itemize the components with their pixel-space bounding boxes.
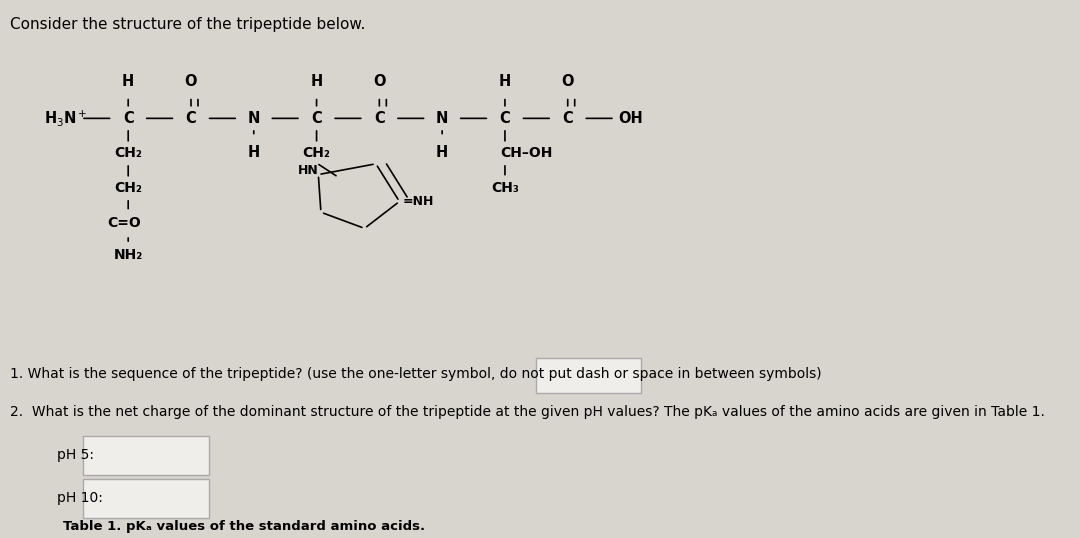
- Text: =NH: =NH: [403, 195, 434, 208]
- Text: CH₂: CH₂: [302, 146, 330, 160]
- Text: OH: OH: [618, 111, 643, 126]
- Text: H: H: [122, 74, 134, 89]
- Text: H: H: [499, 74, 511, 89]
- Text: NH₂: NH₂: [113, 247, 143, 262]
- Text: CH₂: CH₂: [114, 181, 143, 195]
- Text: CH–OH: CH–OH: [500, 146, 553, 160]
- Text: CH₃: CH₃: [491, 181, 518, 195]
- FancyBboxPatch shape: [83, 436, 210, 475]
- Text: O: O: [185, 74, 198, 89]
- Text: C: C: [374, 111, 384, 126]
- Text: O: O: [562, 74, 573, 89]
- Text: 1. What is the sequence of the tripeptide? (use the one-letter symbol, do not pu: 1. What is the sequence of the tripeptid…: [11, 367, 822, 381]
- Text: C: C: [123, 111, 134, 126]
- Text: H: H: [436, 145, 448, 160]
- Text: C: C: [563, 111, 573, 126]
- Text: N: N: [247, 111, 260, 126]
- Text: H$_3$N$^+$: H$_3$N$^+$: [44, 108, 87, 129]
- Text: HN: HN: [297, 164, 319, 177]
- Text: pH 5:: pH 5:: [56, 448, 94, 462]
- FancyBboxPatch shape: [83, 479, 210, 518]
- Text: C: C: [500, 111, 511, 126]
- Text: pH 10:: pH 10:: [56, 491, 103, 505]
- Text: N: N: [436, 111, 448, 126]
- Text: C=O: C=O: [107, 216, 140, 230]
- Text: C: C: [186, 111, 197, 126]
- Text: H: H: [310, 74, 323, 89]
- Text: O: O: [373, 74, 386, 89]
- Text: Consider the structure of the tripeptide below.: Consider the structure of the tripeptide…: [11, 17, 366, 32]
- FancyBboxPatch shape: [537, 358, 640, 393]
- Text: Table 1. pKₐ values of the standard amino acids.: Table 1. pKₐ values of the standard amin…: [63, 520, 426, 533]
- Text: C: C: [311, 111, 322, 126]
- Text: 2.  What is the net charge of the dominant structure of the tripeptide at the gi: 2. What is the net charge of the dominan…: [11, 405, 1045, 419]
- Text: CH₂: CH₂: [114, 146, 143, 160]
- Text: H: H: [247, 145, 260, 160]
